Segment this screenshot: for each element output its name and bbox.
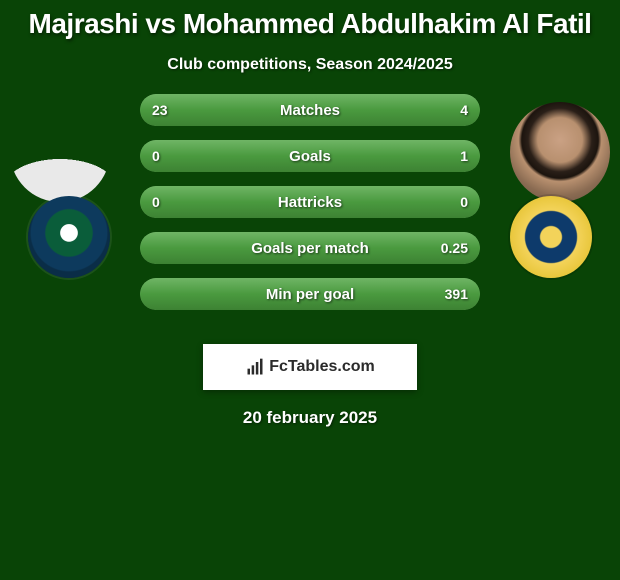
player-left-avatar xyxy=(10,102,110,202)
club-right-badge xyxy=(510,196,592,278)
stat-label: Hattricks xyxy=(140,194,480,211)
silhouette-icon xyxy=(10,102,110,202)
stat-row: Min per goal391 xyxy=(140,278,480,310)
brand-box: FcTables.com xyxy=(203,344,417,390)
stat-row: 0Hattricks0 xyxy=(140,186,480,218)
stat-value-right: 4 xyxy=(460,102,468,118)
bar-chart-icon xyxy=(245,357,265,377)
stat-label: Goals xyxy=(140,148,480,165)
stat-row: 0Goals1 xyxy=(140,140,480,172)
stat-value-right: 0 xyxy=(460,194,468,210)
club-left-badge xyxy=(28,196,110,278)
stat-label: Goals per match xyxy=(140,240,480,257)
date-text: 20 february 2025 xyxy=(0,408,620,428)
stat-row: 23Matches4 xyxy=(140,94,480,126)
player-right-avatar xyxy=(510,102,610,202)
player-photo xyxy=(510,102,610,202)
brand-text: FcTables.com xyxy=(269,358,375,376)
stat-label: Min per goal xyxy=(140,286,480,303)
stat-value-right: 1 xyxy=(460,148,468,164)
stat-row: Goals per match0.25 xyxy=(140,232,480,264)
stat-value-right: 0.25 xyxy=(441,240,468,256)
stat-bars: 23Matches40Goals10Hattricks0Goals per ma… xyxy=(140,94,480,324)
comparison-stage: 23Matches40Goals10Hattricks0Goals per ma… xyxy=(0,94,620,344)
stat-value-right: 391 xyxy=(445,286,468,302)
subtitle: Club competitions, Season 2024/2025 xyxy=(0,56,620,74)
stat-label: Matches xyxy=(140,102,480,119)
page-title: Majrashi vs Mohammed Abdulhakim Al Fatil xyxy=(0,0,620,40)
